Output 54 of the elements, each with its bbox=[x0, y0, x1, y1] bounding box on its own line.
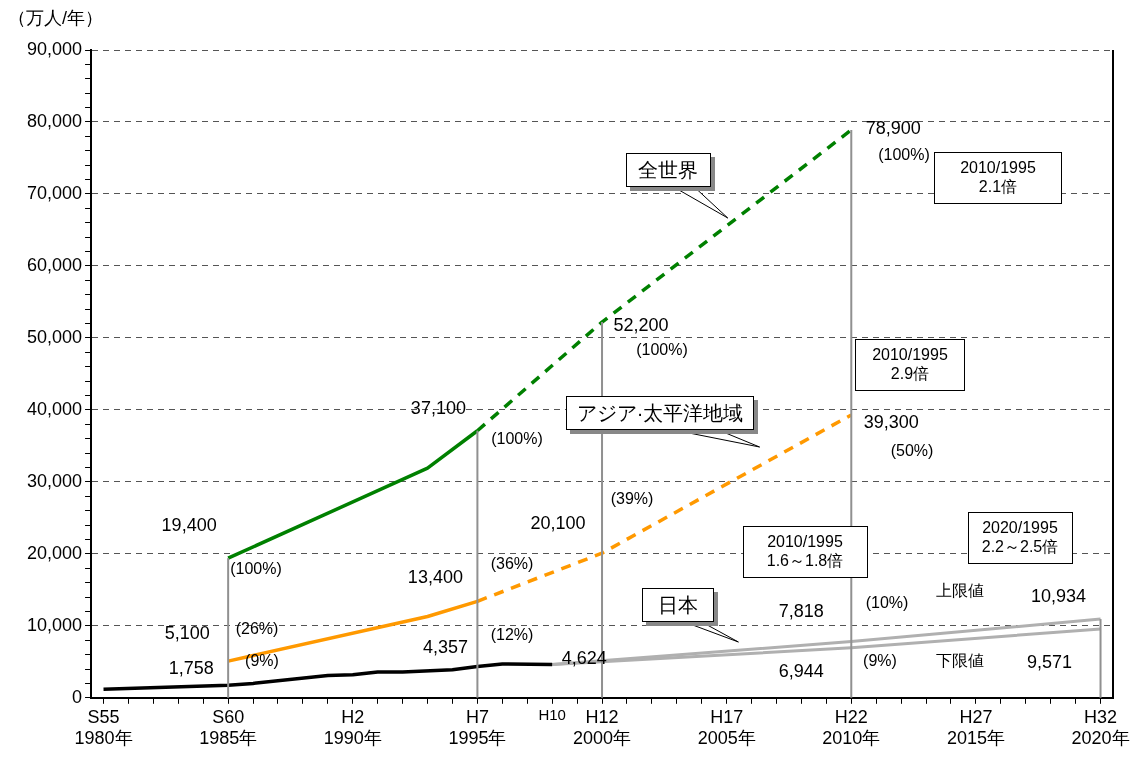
x-tick-label: S55 1980年 bbox=[74, 706, 133, 749]
data-label: 78,900 bbox=[865, 117, 921, 138]
y-tick-label: 10,000 bbox=[26, 614, 83, 635]
x-tick-label: H2 1990年 bbox=[323, 706, 382, 749]
note-box: 2020/1995 2.2～2.5倍 bbox=[967, 512, 1073, 564]
x-tick-label: S60 1985年 bbox=[199, 706, 258, 749]
x-tick-label: H27 2015年 bbox=[946, 706, 1005, 749]
y-tick-label: 0 bbox=[72, 686, 83, 707]
x-tick-label: H10 bbox=[538, 705, 566, 723]
y-tick-label: 20,000 bbox=[26, 542, 83, 563]
y-axis-title: （万人/年） bbox=[8, 7, 104, 30]
data-label: 52,200 bbox=[613, 315, 669, 336]
x-tick-label: H32 2020年 bbox=[1071, 706, 1130, 749]
data-label: 9,571 bbox=[1027, 651, 1073, 672]
data-label: 19,400 bbox=[161, 515, 217, 536]
annotation: (26%) bbox=[235, 620, 279, 638]
data-label: 1,758 bbox=[168, 658, 214, 679]
y-tick-label: 80,000 bbox=[26, 110, 83, 131]
x-tick-label: H7 1995年 bbox=[448, 706, 507, 749]
annotation: (12%) bbox=[490, 626, 534, 644]
x-tick-label: H22 2010年 bbox=[822, 706, 881, 749]
data-label: 10,934 bbox=[1031, 586, 1087, 607]
annotation: (36%) bbox=[490, 555, 534, 573]
data-label: 4,357 bbox=[422, 637, 468, 658]
annotation: (39%) bbox=[610, 490, 654, 508]
annotation: (9%) bbox=[245, 652, 279, 670]
annotation: (100%) bbox=[636, 341, 688, 359]
x-tick-label: H17 2005年 bbox=[697, 706, 756, 749]
data-label: 20,100 bbox=[530, 513, 586, 534]
data-label: 5,100 bbox=[164, 623, 210, 644]
data-label: 39,300 bbox=[863, 411, 919, 432]
note-box: 2010/1995 1.6～1.8倍 bbox=[742, 526, 868, 578]
x-tick-label: H12 2000年 bbox=[573, 706, 632, 749]
y-tick-label: 40,000 bbox=[26, 398, 83, 419]
annotation: (100%) bbox=[230, 560, 282, 578]
annotation: (9%) bbox=[863, 652, 897, 670]
annotation: (100%) bbox=[491, 430, 543, 448]
data-label: 37,100 bbox=[410, 397, 466, 418]
annotation: (10%) bbox=[865, 594, 909, 612]
y-tick-label: 60,000 bbox=[26, 254, 83, 275]
series-label: 下限値 bbox=[935, 652, 984, 670]
y-tick-label: 90,000 bbox=[26, 38, 83, 59]
note-box: 2010/1995 2.9倍 bbox=[855, 339, 965, 391]
y-tick-label: 30,000 bbox=[26, 470, 83, 491]
note-box: 2010/1995 2.1倍 bbox=[934, 152, 1062, 204]
y-tick-label: 50,000 bbox=[26, 326, 83, 347]
y-tick-label: 70,000 bbox=[26, 182, 83, 203]
data-label: 7,818 bbox=[778, 601, 824, 622]
data-label: 13,400 bbox=[407, 567, 463, 588]
annotation: (50%) bbox=[890, 442, 934, 460]
annotation: (100%) bbox=[878, 146, 930, 164]
data-label: 6,944 bbox=[778, 660, 824, 681]
series-label: 上限値 bbox=[935, 581, 984, 599]
data-label: 4,624 bbox=[561, 648, 607, 669]
